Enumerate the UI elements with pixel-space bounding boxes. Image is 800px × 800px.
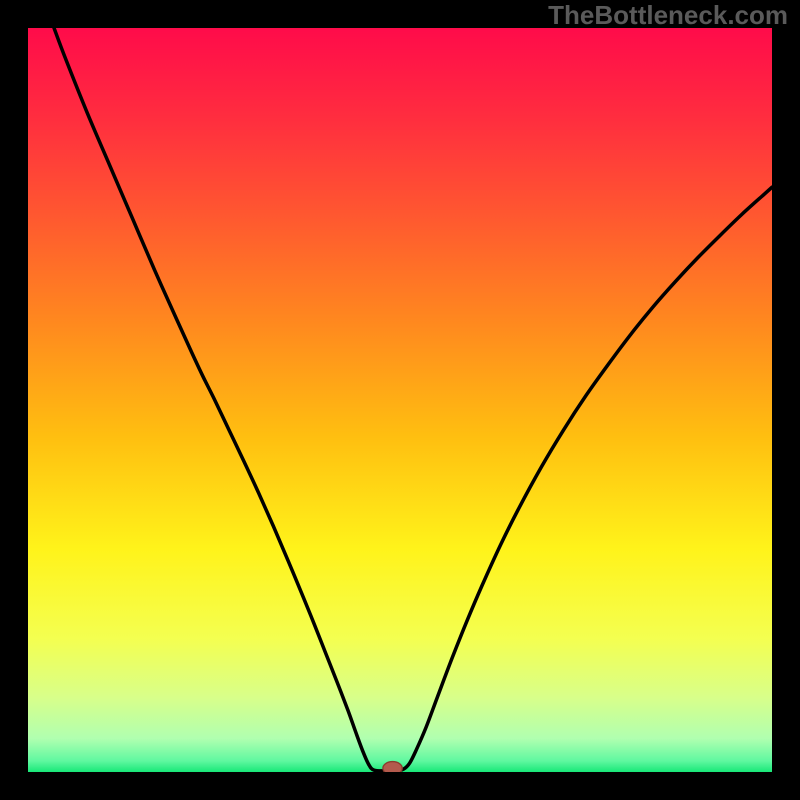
gradient-background <box>28 28 772 772</box>
watermark-text: TheBottleneck.com <box>548 0 788 31</box>
chart-svg <box>28 28 772 772</box>
plot-area <box>28 28 772 772</box>
optimum-marker <box>383 762 402 772</box>
